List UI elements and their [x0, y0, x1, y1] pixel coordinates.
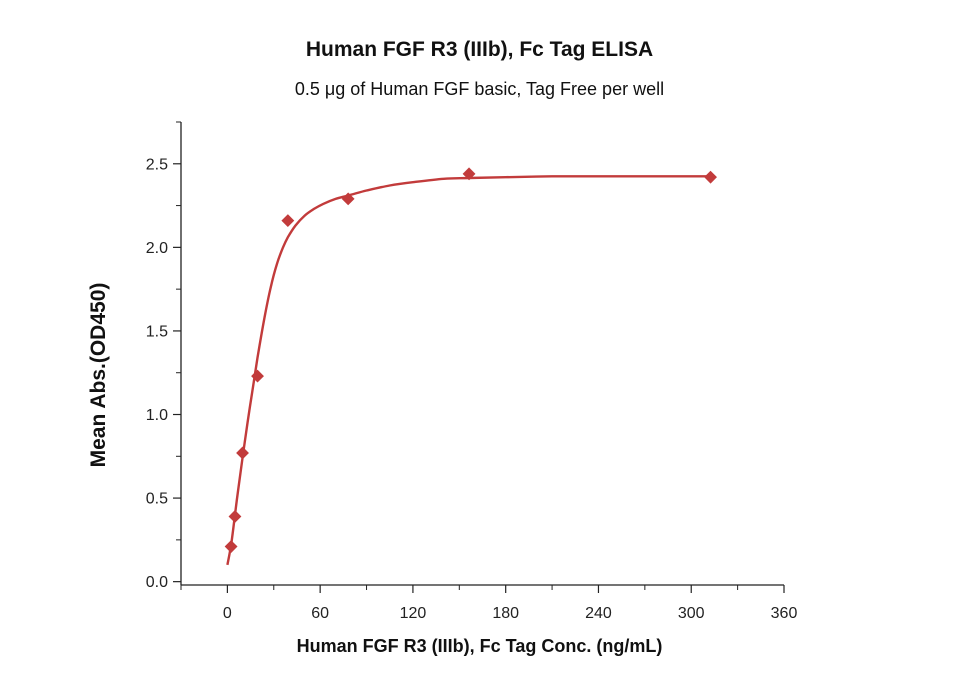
data-point [224, 540, 238, 553]
data-point [236, 446, 249, 460]
y-tick-label: 1.5 [146, 323, 168, 340]
tick-marks [173, 121, 785, 593]
x-tick-label: 120 [400, 605, 427, 622]
y-tick-label: 2.0 [146, 240, 168, 257]
y-tick-label: 0.0 [146, 574, 168, 591]
y-tick-label: 2.5 [146, 156, 168, 173]
data-point [462, 167, 476, 181]
x-tick-label: 0 [223, 605, 232, 622]
x-axis-label: Human FGF R3 (IIIb), Fc Tag Conc. (ng/mL… [296, 636, 663, 656]
x-tick-label: 300 [678, 605, 705, 622]
tick-labels: 0 60 120 180 240 300 360 0.0 0.5 1.0 1.5 2.0 2.5 [146, 156, 798, 622]
data-point [704, 170, 717, 184]
axes [180, 122, 784, 586]
chart-title: Human FGF R3 (IIIb), Fc Tag ELISA [305, 38, 654, 61]
x-tick-label: 360 [771, 605, 798, 622]
y-axis-label: Mean Abs.(OD450) [87, 282, 110, 468]
data-point [341, 192, 355, 206]
data-point [251, 369, 264, 383]
y-tick-label: 0.5 [146, 491, 168, 508]
y-tick-label: 1.0 [146, 407, 168, 424]
chart-subtitle: 0.5 μg of Human FGF basic, Tag Free per … [294, 79, 665, 99]
x-tick-label: 240 [585, 605, 612, 622]
data-point [281, 214, 295, 228]
x-tick-label: 180 [492, 605, 519, 622]
fit-curve [226, 175, 711, 566]
data-points [224, 167, 717, 553]
data-point [228, 510, 242, 523]
x-tick-label: 60 [311, 605, 329, 622]
